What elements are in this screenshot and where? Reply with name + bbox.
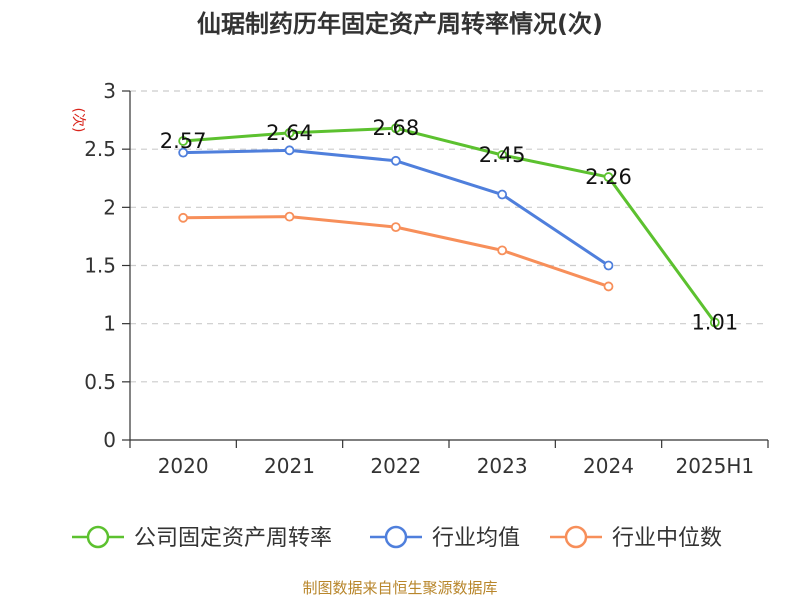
y-tick-label: 2.5 (84, 137, 116, 161)
x-tick-label: 2023 (477, 454, 528, 478)
data-point (603, 281, 614, 292)
data-label: 2.68 (372, 116, 419, 140)
y-tick-label: 1.5 (84, 254, 116, 278)
y-tick-label: 1 (103, 312, 116, 336)
data-point (284, 211, 295, 222)
series-line (183, 126, 717, 324)
x-tick-label: 2021 (264, 454, 315, 478)
data-point (178, 147, 189, 158)
legend-marker (564, 525, 588, 549)
data-point (390, 222, 401, 233)
data-point (603, 172, 614, 182)
x-tick-label: 2025H1 (675, 454, 754, 478)
x-tick-label: 2024 (583, 454, 634, 478)
data-point (284, 127, 295, 138)
chart-title: 仙琚制药历年固定资产周转率情况(次) (197, 10, 603, 38)
data-label: 1.01 (691, 311, 738, 335)
y-tick-label: 0 (103, 428, 116, 452)
data-point (497, 150, 508, 160)
legend: 公司固定资产周转率 行业均值 行业中位数 (72, 525, 722, 551)
legend-marker (384, 525, 408, 549)
data-point (390, 155, 401, 166)
y-tick-label: 2 (103, 195, 116, 219)
data-labels: 2.57 2.64 2.68 2.45 2.26 1.01 (160, 116, 738, 334)
gridlines (130, 90, 768, 383)
x-tick-label: 2020 (158, 454, 209, 478)
series-layer (178, 123, 720, 328)
data-label: 2.57 (160, 129, 207, 153)
data-point (178, 136, 189, 146)
data-label: 2.26 (585, 165, 632, 189)
legend-marker (86, 525, 110, 549)
data-point (497, 189, 508, 200)
legend-label: 公司固定资产周转率 (134, 526, 332, 551)
data-point (603, 260, 614, 271)
legend-label: 行业均值 (432, 526, 520, 551)
data-label: 2.64 (266, 121, 313, 145)
data-label: 2.45 (479, 143, 526, 167)
y-axis-label: (次) (70, 108, 86, 133)
x-tick-label: 2022 (370, 454, 421, 478)
y-tick-label: 0.5 (84, 370, 116, 394)
data-point (497, 245, 508, 256)
data-point (709, 317, 720, 328)
legend-label: 行业中位数 (612, 526, 722, 551)
data-point (390, 123, 401, 134)
axes: 0 0.5 1 1.5 2 2.5 3 2020 2021 2022 2023 2024 2025H1 (… (70, 79, 769, 478)
data-point (178, 212, 189, 223)
source-note: 制图数据来自恒生聚源数据库 (302, 579, 498, 597)
y-tick-label: 3 (103, 79, 116, 103)
data-point (284, 145, 295, 156)
